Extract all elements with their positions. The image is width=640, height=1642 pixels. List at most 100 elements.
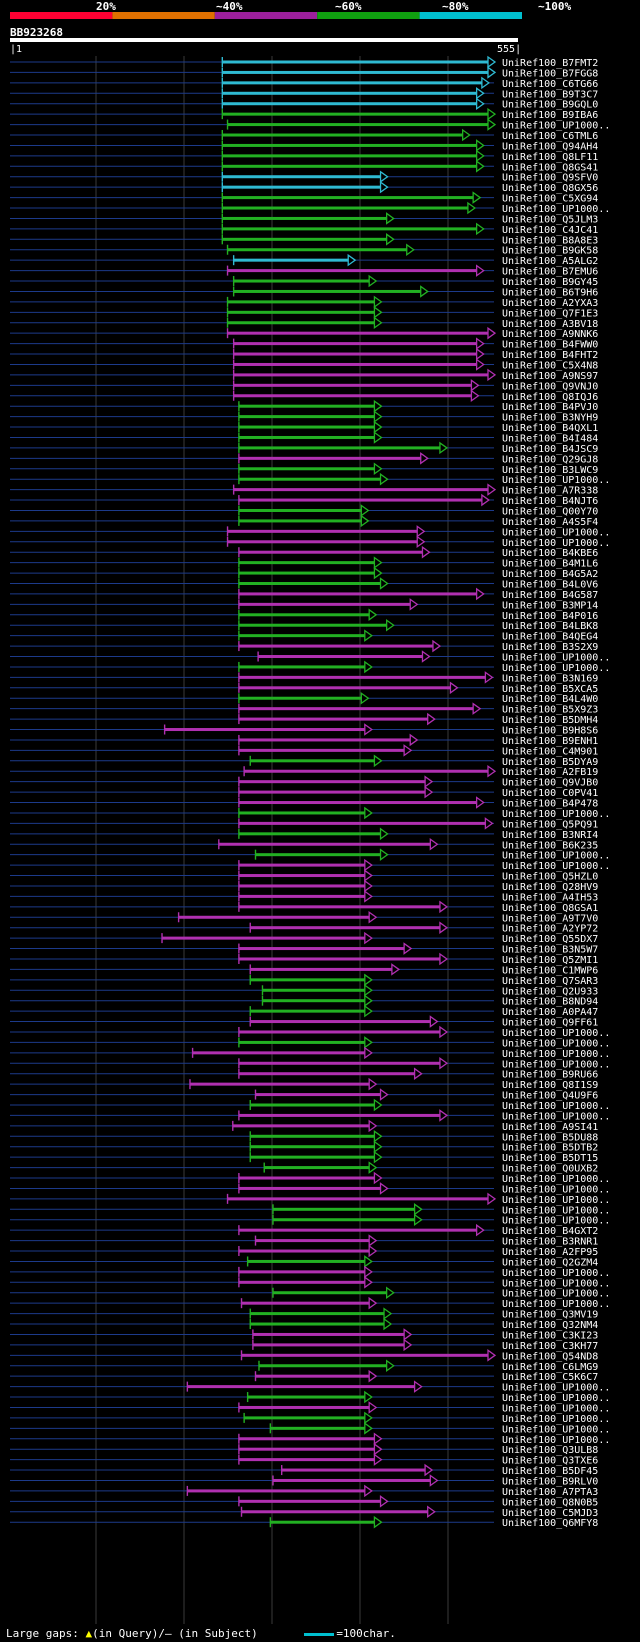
hit-label[interactable]: UniRef100_A2FB19 xyxy=(502,767,598,778)
hit-label[interactable]: UniRef100_Q9VNJ0 xyxy=(502,381,598,392)
hit-label[interactable]: UniRef100_C0PV41 xyxy=(502,788,598,799)
hit-row[interactable]: UniRef100_C3KH77 xyxy=(10,1338,598,1352)
hit-label[interactable]: UniRef100_Q8LF11 xyxy=(502,152,598,163)
hit-label[interactable]: UniRef100_B5DTB2 xyxy=(502,1143,598,1154)
hit-row[interactable]: UniRef100_B9ENH1 xyxy=(10,733,598,747)
hit-row[interactable]: UniRef100_C6TML6 xyxy=(10,128,598,142)
hit-row[interactable]: UniRef100_UP1000.. xyxy=(10,1401,610,1414)
hit-row[interactable]: UniRef100_B4QXL1 xyxy=(10,420,598,434)
hit-row[interactable]: UniRef100_Q2U933 xyxy=(10,984,598,997)
hit-label[interactable]: UniRef100_A3BV18 xyxy=(502,319,598,330)
hit-row[interactable]: UniRef100_Q3MV19 xyxy=(10,1307,598,1321)
hit-row[interactable]: UniRef100_C6LMG9 xyxy=(10,1359,598,1373)
hit-label[interactable]: UniRef100_B8A8E3 xyxy=(502,235,598,246)
hit-label[interactable]: UniRef100_C3KH77 xyxy=(502,1341,598,1352)
hit-label[interactable]: UniRef100_B4NJT6 xyxy=(502,496,598,507)
hit-row[interactable]: UniRef100_A5ALG2 xyxy=(10,253,598,267)
hit-row[interactable]: UniRef100_UP1000.. xyxy=(10,525,610,538)
hit-label[interactable]: UniRef100_A9T7V0 xyxy=(502,913,598,924)
hit-label[interactable]: UniRef100_C5K6C7 xyxy=(502,1372,598,1383)
hit-row[interactable]: UniRef100_UP1000.. xyxy=(10,660,610,674)
hit-row[interactable]: UniRef100_B4LBK8 xyxy=(10,618,598,632)
hit-row[interactable]: UniRef100_B5DTB2 xyxy=(10,1140,598,1154)
hit-row[interactable]: UniRef100_B8ND94 xyxy=(10,994,598,1008)
hit-label[interactable]: UniRef100_A7PTA3 xyxy=(502,1487,598,1498)
hit-label[interactable]: UniRef100_B5DF45 xyxy=(502,1466,598,1477)
hit-label[interactable]: UniRef100_Q2U933 xyxy=(502,986,598,997)
hit-row[interactable]: UniRef100_UP1000.. xyxy=(10,1057,610,1070)
hit-label[interactable]: UniRef100_B4JSC9 xyxy=(502,444,598,455)
hit-label[interactable]: UniRef100_B3RNR1 xyxy=(502,1237,598,1248)
hit-label[interactable]: UniRef100_B9GK58 xyxy=(502,246,598,257)
hit-label[interactable]: UniRef100_Q8I1S9 xyxy=(502,1080,598,1091)
hit-label[interactable]: UniRef100_A4IH53 xyxy=(502,892,598,903)
hit-label[interactable]: UniRef100_B9RU66 xyxy=(502,1070,598,1081)
hit-row[interactable]: UniRef100_UP1000.. xyxy=(10,118,610,132)
hit-label[interactable]: UniRef100_B4QEG4 xyxy=(502,632,598,643)
hit-row[interactable]: UniRef100_UP1000.. xyxy=(10,1286,610,1300)
hit-row[interactable]: UniRef100_UP1000.. xyxy=(10,1098,610,1112)
hit-row[interactable]: UniRef100_Q55DX7 xyxy=(10,931,598,945)
hit-label[interactable]: UniRef100_B6K235 xyxy=(502,840,598,851)
hit-label[interactable]: UniRef100_UP1000.. xyxy=(502,1299,610,1310)
hit-row[interactable]: UniRef100_B4I484 xyxy=(10,431,598,444)
hit-label[interactable]: UniRef100_A9NNK6 xyxy=(502,329,598,340)
hit-row[interactable]: UniRef100_UP1000.. xyxy=(10,650,610,664)
hit-row[interactable]: UniRef100_Q3TXE6 xyxy=(10,1453,598,1467)
hit-row[interactable]: UniRef100_A9NNK6 xyxy=(10,326,598,340)
hit-row[interactable]: UniRef100_Q3ULB8 xyxy=(10,1442,598,1456)
hit-label[interactable]: UniRef100_B4FWW0 xyxy=(502,340,598,351)
hit-row[interactable]: UniRef100_B7EMU6 xyxy=(10,264,598,278)
hit-row[interactable]: UniRef100_Q8GS41 xyxy=(10,160,598,173)
hit-row[interactable]: UniRef100_C6TG66 xyxy=(10,76,598,90)
hit-row[interactable]: UniRef100_Q32NM4 xyxy=(10,1317,598,1331)
hit-row[interactable]: UniRef100_B5XCA5 xyxy=(10,681,598,695)
hit-row[interactable]: UniRef100_B3N169 xyxy=(10,671,598,684)
hit-row[interactable]: UniRef100_B4L4W0 xyxy=(10,691,598,705)
hit-label[interactable]: UniRef100_C5MJD3 xyxy=(502,1508,598,1519)
hit-label[interactable]: UniRef100_B6T9H6 xyxy=(502,287,598,298)
hit-label[interactable]: UniRef100_B4FHT2 xyxy=(502,350,598,361)
hit-label[interactable]: UniRef100_UP1000.. xyxy=(502,1101,610,1112)
hit-row[interactable]: UniRef100_B4NJT6 xyxy=(10,493,598,507)
hit-label[interactable]: UniRef100_Q28HV9 xyxy=(502,882,598,893)
hit-row[interactable]: UniRef100_UP1000.. xyxy=(10,848,610,862)
hit-label[interactable]: UniRef100_B4QXL1 xyxy=(502,423,598,434)
hit-row[interactable]: UniRef100_A4S5F4 xyxy=(10,514,598,528)
hit-label[interactable]: UniRef100_Q3ULB8 xyxy=(502,1445,598,1456)
hit-label[interactable]: UniRef100_UP1000.. xyxy=(502,851,610,862)
hit-label[interactable]: UniRef100_Q00Y70 xyxy=(502,506,598,517)
hit-label[interactable]: UniRef100_A9NS97 xyxy=(502,371,598,382)
hit-row[interactable]: UniRef100_B8A8E3 xyxy=(10,233,598,246)
hit-label[interactable]: UniRef100_UP1000.. xyxy=(502,1205,610,1216)
hit-label[interactable]: UniRef100_UP1000.. xyxy=(502,527,610,538)
hit-row[interactable]: UniRef100_B4P478 xyxy=(10,796,598,810)
hit-label[interactable]: UniRef100_UP1000.. xyxy=(502,121,610,132)
hit-row[interactable]: UniRef100_B4GXT2 xyxy=(10,1223,598,1237)
hit-label[interactable]: UniRef100_Q3TXE6 xyxy=(502,1456,598,1467)
hit-row[interactable]: UniRef100_B6K235 xyxy=(10,837,598,851)
hit-label[interactable]: UniRef100_UP1000.. xyxy=(502,1414,610,1425)
hit-label[interactable]: UniRef100_B3MP14 xyxy=(502,600,598,611)
hit-label[interactable]: UniRef100_UP1000.. xyxy=(502,1174,610,1185)
hit-row[interactable]: UniRef100_Q8LF11 xyxy=(10,149,598,163)
hit-row[interactable]: UniRef100_Q8I1S9 xyxy=(10,1077,598,1091)
hit-label[interactable]: UniRef100_B3N169 xyxy=(502,673,598,684)
hit-row[interactable]: UniRef100_B4M1L6 xyxy=(10,556,598,570)
hit-row[interactable]: UniRef100_C5K6C7 xyxy=(10,1369,598,1383)
hit-label[interactable]: UniRef100_UP1000.. xyxy=(502,1383,610,1394)
hit-label[interactable]: UniRef100_B4P016 xyxy=(502,611,598,622)
hit-label[interactable]: UniRef100_B3LWC9 xyxy=(502,465,598,476)
hit-label[interactable]: UniRef100_B4M1L6 xyxy=(502,559,598,570)
hit-label[interactable]: UniRef100_Q8GSA1 xyxy=(502,903,598,914)
hit-row[interactable]: UniRef100_B4KBE6 xyxy=(10,545,598,559)
hit-row[interactable]: UniRef100_UP1000.. xyxy=(10,1380,610,1394)
hit-row[interactable]: UniRef100_UP1000.. xyxy=(10,1296,610,1310)
hit-row[interactable]: UniRef100_B4JSC9 xyxy=(10,441,598,455)
hit-row[interactable]: UniRef100_C5MJD3 xyxy=(10,1505,598,1519)
hit-label[interactable]: UniRef100_Q4U9F6 xyxy=(502,1091,598,1102)
hit-label[interactable]: UniRef100_Q32NM4 xyxy=(502,1320,598,1331)
hit-row[interactable]: UniRef100_B7FMT2 xyxy=(10,55,598,69)
hit-row[interactable]: UniRef100_Q0UXB2 xyxy=(10,1161,598,1175)
hit-row[interactable]: UniRef100_Q2GZM4 xyxy=(10,1255,598,1268)
